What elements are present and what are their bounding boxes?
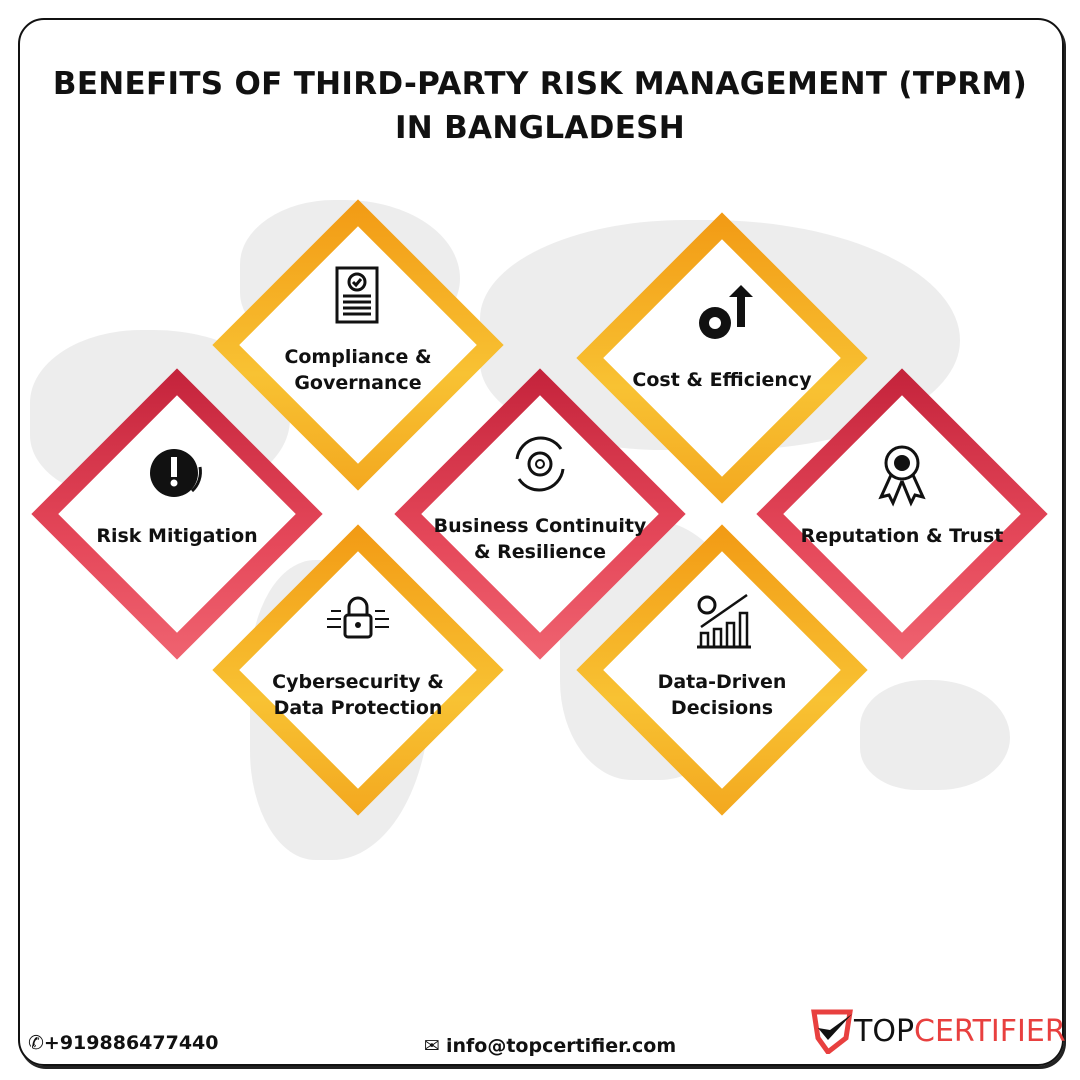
gear-arrow-up-icon xyxy=(687,281,757,351)
award-ribbon-icon xyxy=(867,437,937,507)
gear-warning-icon xyxy=(142,437,212,507)
benefit-label: Business Continuity & Resilience xyxy=(433,515,647,563)
document-check-icon xyxy=(323,260,393,330)
page-title: BENEFITS OF THIRD-PARTY RISK MANAGEMENT … xyxy=(52,66,1028,146)
benefit-label: Cost & Efficiency xyxy=(632,369,812,391)
frame xyxy=(18,18,1064,1066)
email-contact: ✉ info@topcertifier.com xyxy=(424,1035,677,1057)
phone-icon: ✆ xyxy=(28,1032,44,1054)
shield-check-icon xyxy=(811,1009,853,1054)
circuit-lock-icon xyxy=(323,585,393,655)
mail-icon: ✉ xyxy=(424,1035,446,1057)
chart-gear-icon xyxy=(687,585,757,655)
phone-contact: ✆+919886477440 xyxy=(28,1032,219,1054)
benefit-label: Data-Driven Decisions xyxy=(657,671,787,719)
benefit-label: Compliance & Governance xyxy=(284,346,432,394)
benefit-label: Reputation & Trust xyxy=(800,525,1004,547)
benefit-label: Cybersecurity & Data Protection xyxy=(272,671,444,719)
logo: TOP CERTIFIER xyxy=(810,1008,1066,1054)
benefit-label: Risk Mitigation xyxy=(96,525,258,547)
gear-cycle-icon xyxy=(505,429,575,499)
